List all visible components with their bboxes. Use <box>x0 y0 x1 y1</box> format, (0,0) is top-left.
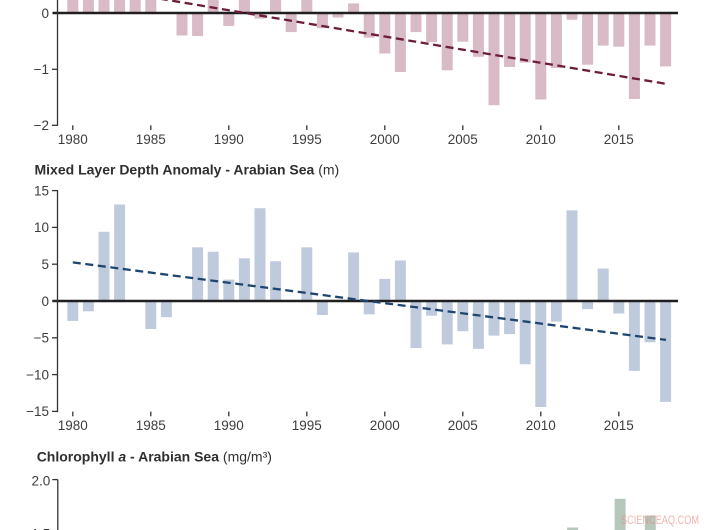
svg-text:1985: 1985 <box>136 418 166 433</box>
svg-text:2000: 2000 <box>370 418 400 433</box>
svg-text:2010: 2010 <box>526 418 556 433</box>
svg-text:1995: 1995 <box>292 132 322 147</box>
svg-text:1985: 1985 <box>136 132 166 147</box>
svg-text:2005: 2005 <box>448 418 478 433</box>
svg-text:1.5: 1.5 <box>32 527 51 530</box>
svg-text:1980: 1980 <box>58 418 88 433</box>
svg-text:10: 10 <box>34 220 49 235</box>
svg-text:15: 15 <box>34 183 49 198</box>
svg-text:−15: −15 <box>26 404 49 419</box>
svg-text:−10: −10 <box>26 367 49 382</box>
svg-text:2015: 2015 <box>604 132 634 147</box>
svg-text:−2: −2 <box>34 118 49 133</box>
svg-text:1990: 1990 <box>214 418 244 433</box>
svg-text:1990: 1990 <box>214 132 244 147</box>
svg-text:2000: 2000 <box>370 132 400 147</box>
svg-text:2.0: 2.0 <box>32 473 51 488</box>
svg-text:SCIENCEAQ.COM: SCIENCEAQ.COM <box>621 515 699 527</box>
svg-text:Mixed Layer Depth Anomaly - Ar: Mixed Layer Depth Anomaly - Arabian Sea … <box>35 162 340 178</box>
svg-text:1980: 1980 <box>58 132 88 147</box>
svg-text:−5: −5 <box>34 331 49 346</box>
svg-text:Chlorophyll a - Arabian Sea (m: Chlorophyll a - Arabian Sea (mg/m³) <box>37 449 272 465</box>
svg-text:2005: 2005 <box>448 132 478 147</box>
svg-text:1995: 1995 <box>292 418 322 433</box>
svg-text:5: 5 <box>41 257 49 272</box>
svg-text:2015: 2015 <box>604 418 634 433</box>
svg-text:2010: 2010 <box>526 132 556 147</box>
svg-text:−1: −1 <box>34 62 49 77</box>
svg-text:0: 0 <box>41 294 49 309</box>
svg-text:0: 0 <box>41 6 49 21</box>
